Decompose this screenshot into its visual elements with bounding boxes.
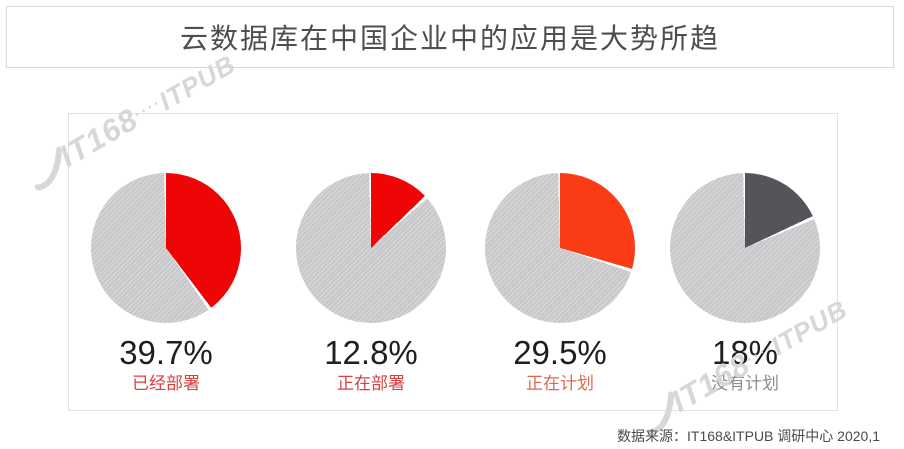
pie-chart-group: 29.5% 正在计划 <box>465 170 655 394</box>
pie-value-label: 12.8% <box>324 334 418 371</box>
pie-slice-chart <box>296 173 446 323</box>
pie-value-label: 18% <box>711 334 779 371</box>
title-box: 云数据库在中国企业中的应用是大势所趋 <box>6 6 894 68</box>
pie-slice-chart <box>670 173 820 323</box>
data-source: 数据来源：IT168&ITPUB 调研中心 2020,1 <box>617 428 880 444</box>
pie-value-label: 29.5% <box>513 334 607 371</box>
pie-category-label: 正在计划 <box>526 374 594 393</box>
pie-chart-group: 39.7% 已经部署 <box>71 170 261 394</box>
pie-value-label: 39.7% <box>119 334 213 371</box>
pie-category-label: 已经部署 <box>132 374 200 393</box>
page-title: 云数据库在中国企业中的应用是大势所趋 <box>179 23 720 54</box>
pie-category-label: 正在部署 <box>337 374 405 393</box>
pie-slice-chart <box>91 173 241 323</box>
pie-chart-group: 18% 没有计划 <box>650 170 840 394</box>
pie-chart-group: 12.8% 正在部署 <box>276 170 466 394</box>
pie-slice-chart <box>485 173 635 323</box>
pie-category-label: 没有计划 <box>711 374 779 393</box>
